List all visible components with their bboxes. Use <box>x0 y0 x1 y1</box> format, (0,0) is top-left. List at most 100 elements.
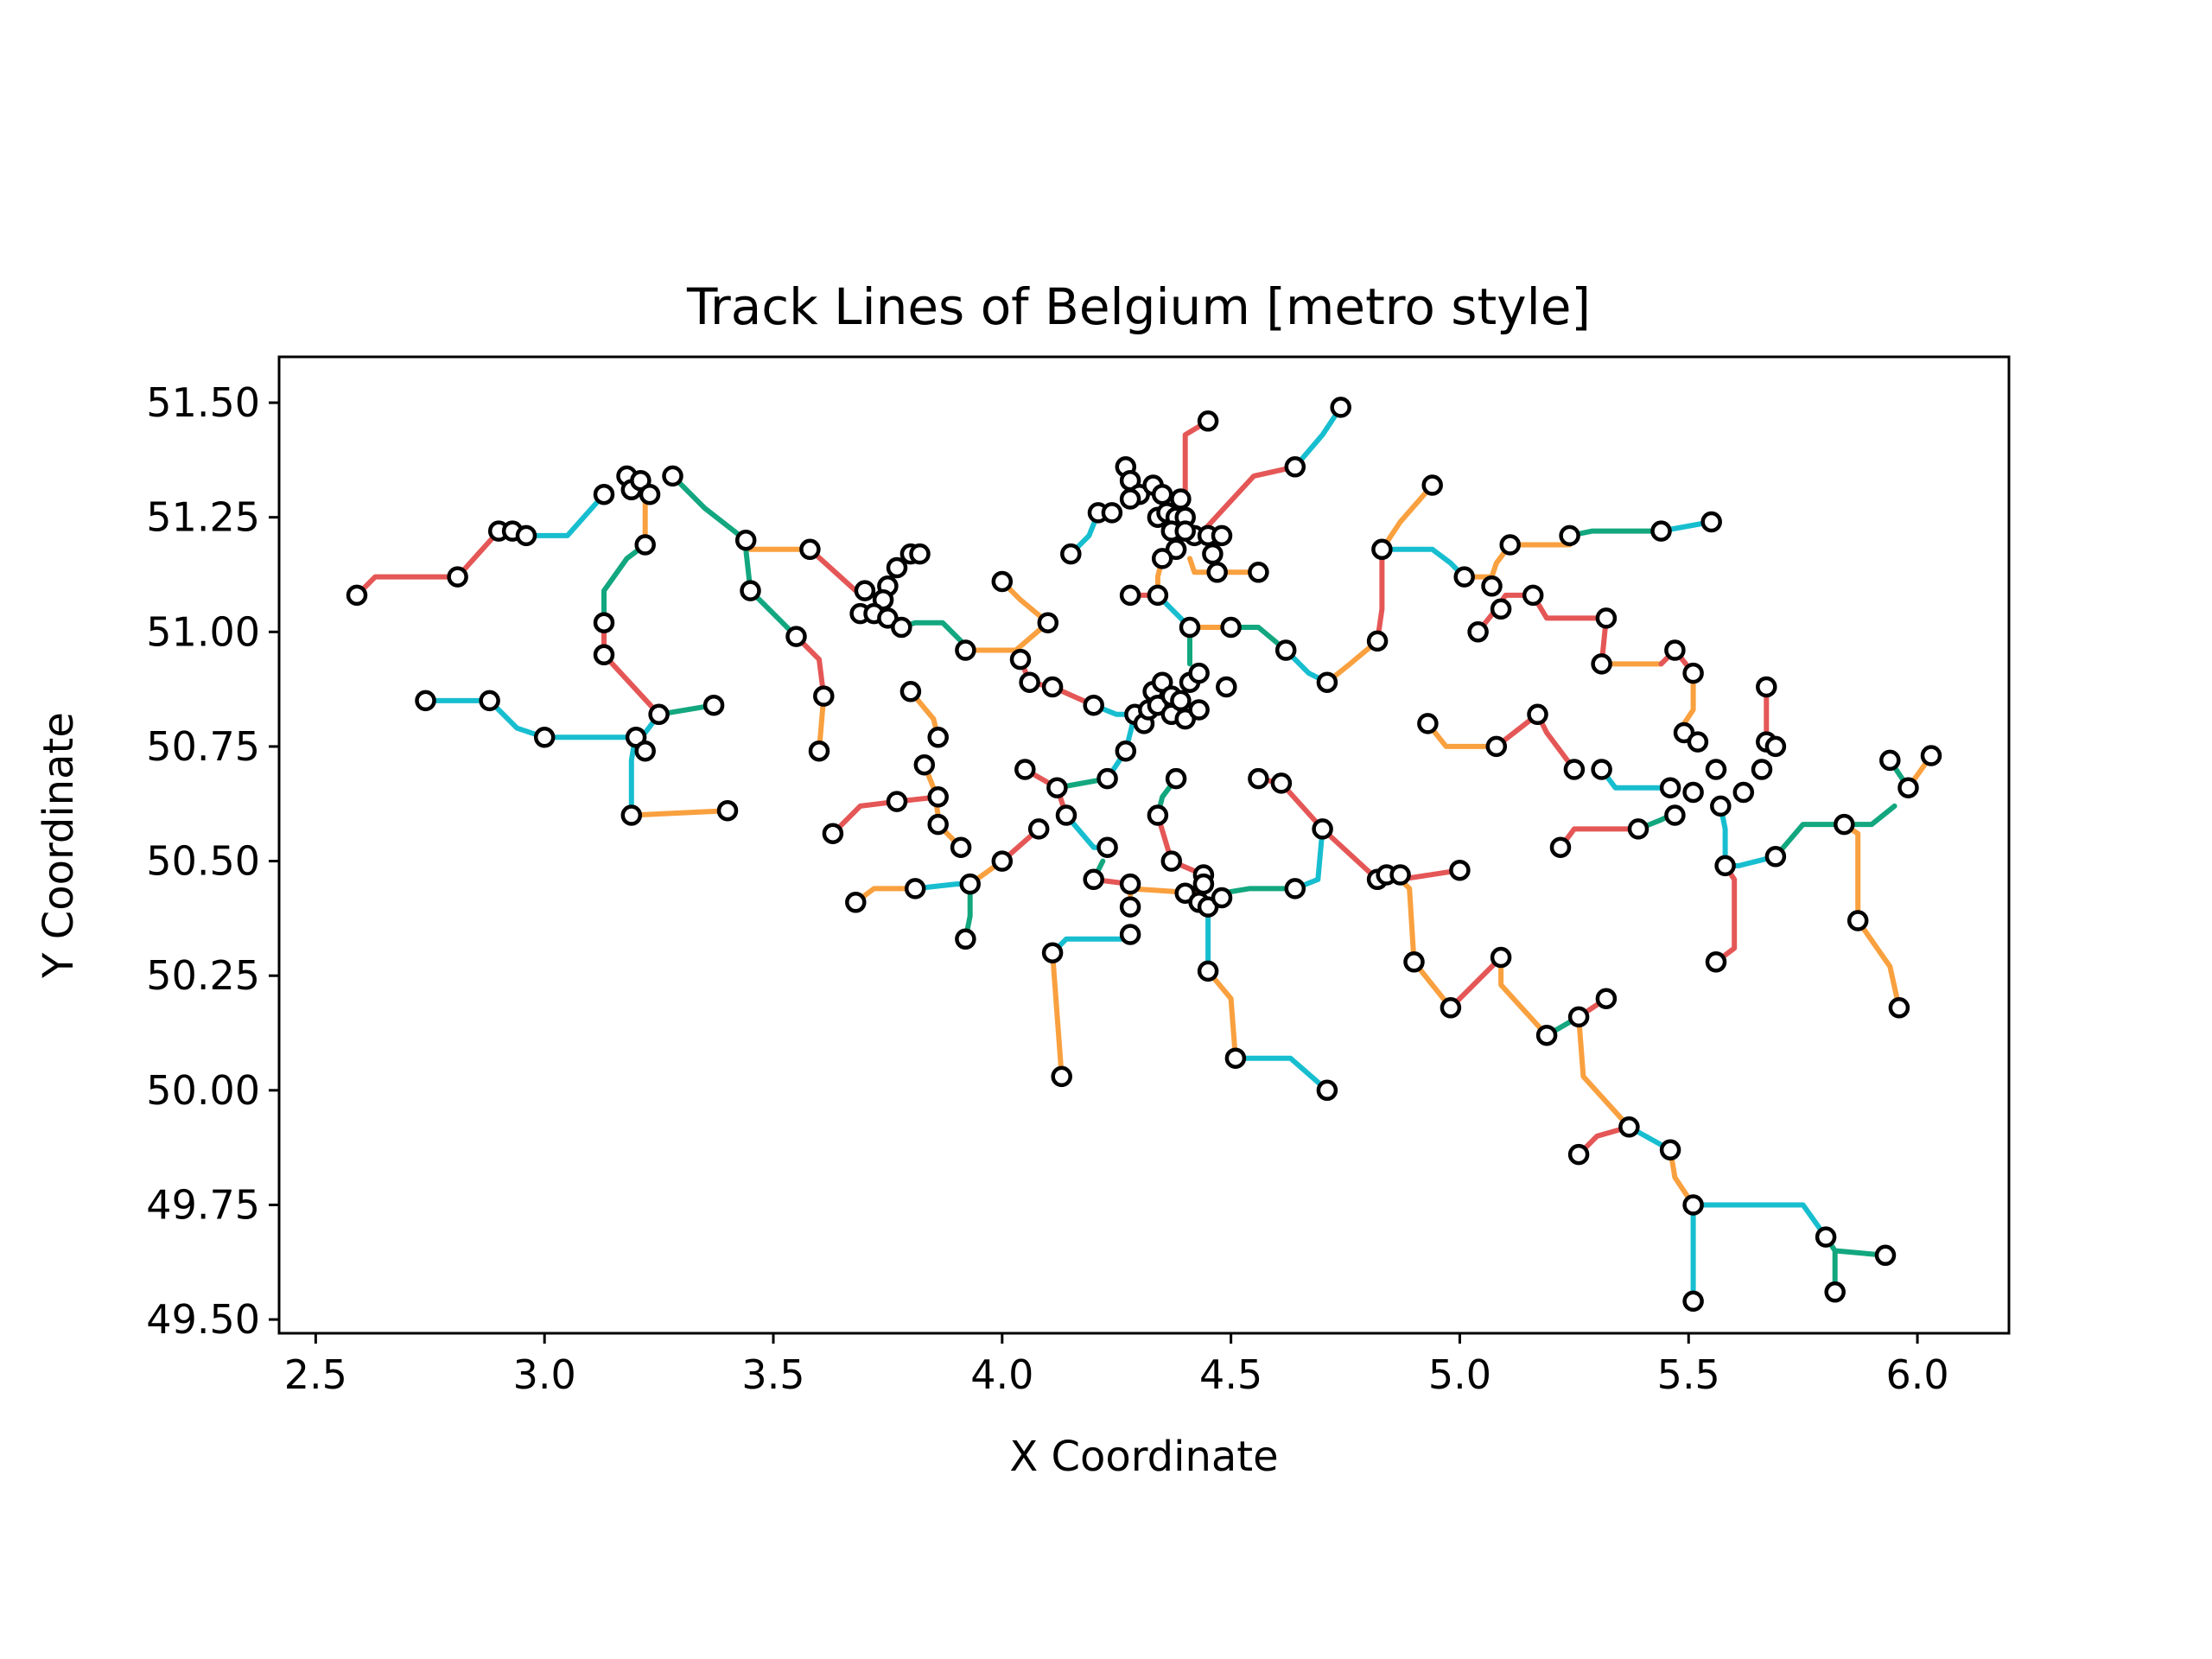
track-line-red <box>1713 862 1738 965</box>
track-line-orange <box>1461 542 1573 580</box>
station-marker <box>1453 566 1475 588</box>
station-marker <box>1151 483 1173 505</box>
station-marker <box>1522 584 1544 607</box>
track-line-green <box>1772 803 1897 860</box>
track-line-red <box>1558 826 1641 850</box>
track-line-orange <box>1397 876 1453 1011</box>
station-marker <box>1417 713 1439 734</box>
station-marker <box>716 799 739 822</box>
station-marker <box>1371 538 1393 561</box>
station-marker <box>1888 997 1910 1019</box>
y-tick-label: 51.50 <box>146 379 260 426</box>
station-marker <box>1595 607 1618 629</box>
station-marker <box>1041 676 1064 698</box>
station-marker <box>1403 951 1425 973</box>
station-marker <box>515 524 537 547</box>
station-marker <box>927 727 949 748</box>
y-tick-label: 49.50 <box>146 1296 260 1343</box>
track-line-red <box>1182 464 1298 538</box>
station-marker <box>1197 960 1219 982</box>
station-marker <box>1650 520 1672 542</box>
station-marker <box>886 556 908 579</box>
station-marker <box>734 529 757 551</box>
station-marker <box>1160 850 1183 872</box>
station-marker <box>593 612 615 633</box>
station-marker <box>1101 502 1123 524</box>
station-marker <box>634 534 656 556</box>
station-marker <box>1312 818 1333 840</box>
station-marker <box>1037 612 1059 633</box>
station-marker <box>1549 836 1572 858</box>
station-marker <box>1366 630 1389 652</box>
station-marker <box>1879 749 1901 772</box>
track-line-red <box>830 794 941 836</box>
station-marker <box>1751 759 1773 780</box>
station-marker <box>1490 946 1512 969</box>
station-marker <box>899 681 922 702</box>
y-tick-label: 51.25 <box>146 494 260 541</box>
station-marker <box>1687 731 1709 753</box>
track-line-red <box>1018 657 1096 709</box>
station-markers <box>346 397 1942 1313</box>
y-tick-label: 50.25 <box>146 952 260 999</box>
station-marker <box>1756 676 1777 698</box>
station-marker <box>1481 575 1503 597</box>
station-marker <box>1179 616 1201 639</box>
station-marker <box>1188 699 1210 721</box>
station-marker <box>1115 740 1137 762</box>
x-axis-ticks: 2.5 3.0 3.5 4.0 4.5 5.0 5.5 6.0 <box>284 1333 1949 1398</box>
station-marker <box>1485 735 1508 758</box>
station-marker <box>533 727 556 748</box>
y-tick-label: 50.75 <box>146 723 260 770</box>
x-tick-label: 2.5 <box>284 1351 347 1398</box>
station-marker <box>813 685 835 707</box>
station-marker <box>1535 1024 1558 1046</box>
track-line-green <box>601 542 648 626</box>
station-marker <box>822 823 844 844</box>
y-tick-label: 49.75 <box>146 1181 260 1228</box>
station-marker <box>1567 1143 1590 1166</box>
station-marker <box>1764 846 1787 868</box>
station-marker <box>1764 735 1787 758</box>
x-tick-label: 4.5 <box>1199 1351 1262 1398</box>
station-marker <box>1083 694 1104 716</box>
station-marker <box>1627 818 1649 840</box>
track-line-cyan <box>1690 1202 1829 1240</box>
station-marker <box>913 753 936 776</box>
track-line-green <box>1219 886 1298 896</box>
station-marker <box>648 703 670 726</box>
station-marker <box>1710 795 1732 817</box>
station-marker <box>1567 1006 1590 1028</box>
station-marker <box>1083 868 1104 891</box>
station-marker <box>1682 1290 1704 1313</box>
station-marker <box>1019 671 1040 693</box>
station-marker <box>593 644 615 666</box>
station-marker <box>1188 662 1210 684</box>
track-line-cyan <box>423 697 639 741</box>
track-line-orange <box>963 620 1051 653</box>
station-marker <box>785 626 807 647</box>
y-tick-label: 50.00 <box>146 1067 260 1114</box>
track-line-cyan <box>1292 404 1344 470</box>
station-marker <box>1664 804 1686 826</box>
station-marker <box>1009 648 1032 671</box>
station-marker <box>1147 804 1169 826</box>
track-line-cyan <box>1379 546 1467 580</box>
station-marker <box>447 566 468 588</box>
station-marker <box>1682 662 1704 684</box>
station-marker <box>1119 488 1141 510</box>
station-marker <box>1027 818 1050 840</box>
track-line-green <box>1567 528 1664 538</box>
station-marker <box>1591 653 1612 675</box>
station-marker <box>854 580 876 601</box>
x-axis-label: X Coordinate <box>1009 1433 1278 1481</box>
station-marker <box>1705 759 1727 780</box>
station-marker <box>1270 772 1293 794</box>
plot-frame <box>277 355 2011 1335</box>
station-marker <box>891 616 912 639</box>
station-marker <box>1174 520 1196 542</box>
station-marker <box>1211 887 1233 909</box>
track-line-orange <box>1498 955 1550 1039</box>
station-marker <box>1274 639 1297 661</box>
station-marker <box>808 740 830 762</box>
